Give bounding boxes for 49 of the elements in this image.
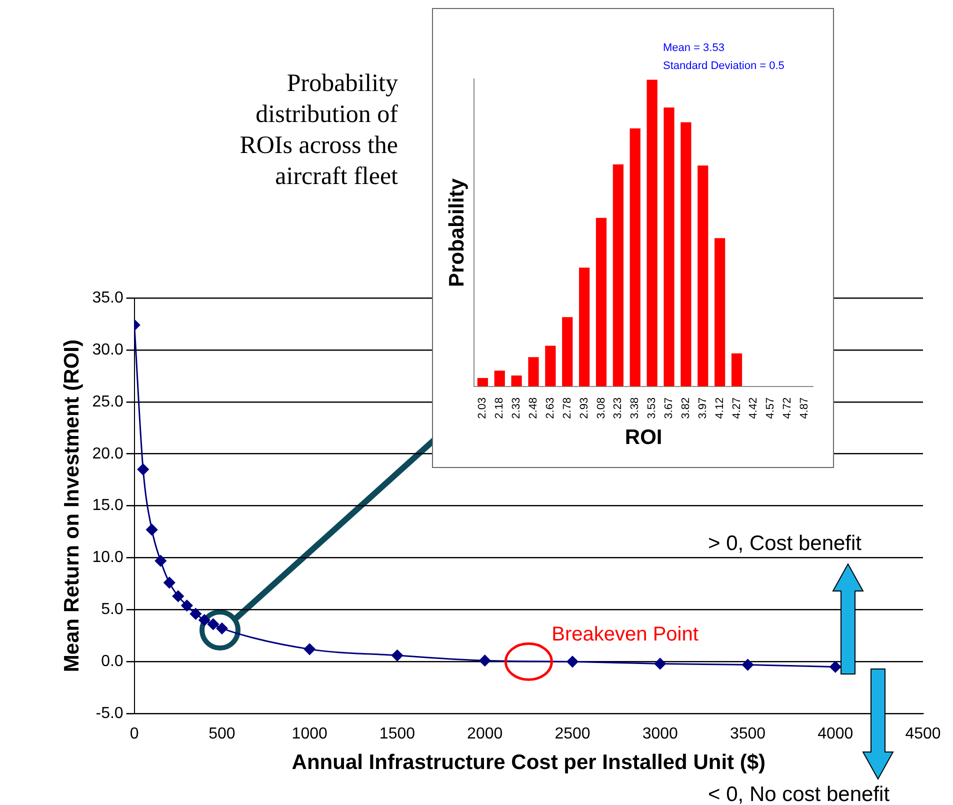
x-tick-label: 4.72 (782, 397, 794, 419)
y-tick-label: 10.0 (92, 549, 124, 566)
x-tick-label: 1000 (292, 726, 328, 743)
x-tick-label: 4500 (905, 726, 941, 743)
annotation: > 0, Cost benefit (708, 532, 862, 556)
x-tick-label: 2.33 (510, 397, 523, 419)
x-tick-label: 0 (130, 726, 139, 743)
x-tick-label: 3.67 (663, 397, 676, 419)
text: Probability distribution of ROIs across the aircraft fleet (238, 69, 398, 192)
x-tick-label: 2000 (467, 726, 503, 743)
x-tick-label: 2.18 (494, 397, 506, 419)
x-tick-label: 4.27 (730, 397, 743, 419)
y-tick-label: 15.0 (92, 497, 124, 514)
x-tick-label: 4.12 (714, 397, 726, 419)
text: Mean = 3.53 (663, 41, 726, 56)
x-axis-title: Annual Infrastructure Cost per Installed Unit ($) (292, 751, 766, 774)
x-axis-title: ROI (624, 426, 662, 450)
x-tick-label: 3500 (730, 726, 766, 743)
y-tick-label: 20.0 (92, 445, 124, 462)
text: < 0, No cost benefit (708, 783, 890, 805)
x-tick-label: 3.23 (612, 397, 624, 419)
x-tick-label: 3.82 (680, 397, 692, 419)
x-tick-label: 2.78 (561, 397, 574, 419)
x-tick-label: 2.48 (528, 397, 540, 419)
x-tick-label: 4.87 (798, 397, 811, 419)
y-axis-title: Probability (445, 178, 468, 287)
x-tick-label: 3.97 (696, 397, 709, 419)
x-tick-label: 2500 (554, 726, 590, 743)
y-tick-label: 5.0 (101, 601, 124, 618)
x-tick-label: 2.03 (476, 397, 489, 419)
text: Standard Deviation = 0.5 (663, 59, 784, 74)
y-tick-label: 0.0 (101, 653, 124, 670)
x-tick-label: 4.42 (748, 397, 760, 419)
x-tick-label: 4000 (818, 726, 854, 743)
x-tick-label: 3.38 (629, 397, 642, 419)
x-tick-label: 2.63 (544, 397, 556, 419)
x-tick-label: 3.53 (646, 397, 658, 419)
x-tick-label: 500 (208, 726, 236, 743)
y-tick-label: 25.0 (92, 393, 124, 410)
x-tick-label: 2.93 (578, 397, 590, 419)
x-tick-label: 4.57 (764, 397, 777, 419)
y-tick-label: 35.0 (92, 289, 124, 306)
y-tick-label: 30.0 (92, 341, 124, 358)
y-axis-title: Mean Return on Investment (ROI) (60, 340, 84, 672)
x-tick-label: 3.08 (595, 397, 608, 419)
y-tick-label: -5.0 (96, 705, 124, 722)
annotation: Breakeven Point (552, 624, 699, 646)
x-tick-label: 1500 (379, 726, 416, 743)
x-tick-label: 3000 (642, 726, 678, 743)
